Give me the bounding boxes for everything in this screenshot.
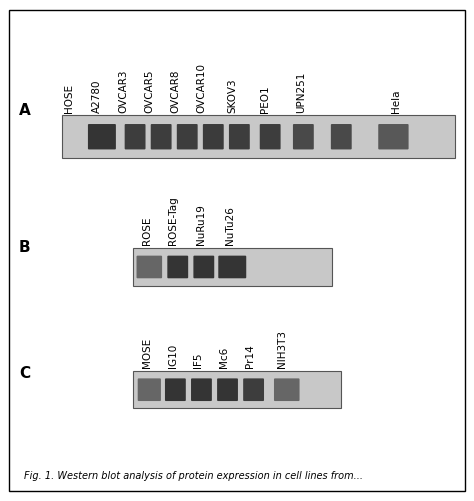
Bar <box>62 115 455 158</box>
FancyBboxPatch shape <box>137 378 161 401</box>
Text: SKOV3: SKOV3 <box>227 78 237 113</box>
Text: ROSE-Tag: ROSE-Tag <box>168 197 178 245</box>
Text: OVCAR3: OVCAR3 <box>118 69 128 113</box>
Text: NuRu19: NuRu19 <box>196 204 207 245</box>
Text: A2780: A2780 <box>92 79 102 113</box>
Bar <box>133 248 332 286</box>
FancyBboxPatch shape <box>293 124 314 149</box>
FancyBboxPatch shape <box>260 124 281 149</box>
Text: NuTu26: NuTu26 <box>225 206 235 245</box>
Text: NIH3T3: NIH3T3 <box>277 330 287 368</box>
Text: HOSE: HOSE <box>64 84 74 113</box>
FancyBboxPatch shape <box>229 124 250 149</box>
FancyBboxPatch shape <box>177 124 198 149</box>
FancyBboxPatch shape <box>137 256 162 279</box>
FancyBboxPatch shape <box>331 124 352 149</box>
FancyBboxPatch shape <box>193 256 214 279</box>
Text: OVCAR8: OVCAR8 <box>170 69 181 113</box>
FancyBboxPatch shape <box>243 378 264 401</box>
Text: Fig. 1. Western blot analysis of protein expression in cell lines from...: Fig. 1. Western blot analysis of protein… <box>24 471 363 481</box>
FancyBboxPatch shape <box>9 10 465 491</box>
FancyBboxPatch shape <box>218 256 246 279</box>
Text: MOSE: MOSE <box>142 338 152 368</box>
FancyBboxPatch shape <box>88 124 116 149</box>
Text: C: C <box>19 366 30 381</box>
FancyBboxPatch shape <box>165 378 186 401</box>
FancyBboxPatch shape <box>274 378 300 401</box>
FancyBboxPatch shape <box>203 124 224 149</box>
Text: Pr14: Pr14 <box>245 345 255 368</box>
Text: Hela: Hela <box>391 89 401 113</box>
Text: UPN251: UPN251 <box>296 71 306 113</box>
FancyBboxPatch shape <box>191 378 212 401</box>
FancyBboxPatch shape <box>125 124 146 149</box>
Text: A: A <box>19 103 31 118</box>
Text: B: B <box>19 240 31 256</box>
FancyBboxPatch shape <box>151 124 172 149</box>
Text: ROSE: ROSE <box>142 217 152 245</box>
FancyBboxPatch shape <box>167 256 188 279</box>
FancyBboxPatch shape <box>378 124 409 149</box>
Text: OVCAR10: OVCAR10 <box>196 63 207 113</box>
Text: PEO1: PEO1 <box>260 85 271 113</box>
Bar <box>133 371 341 408</box>
Text: IF5: IF5 <box>193 353 203 368</box>
Text: IG10: IG10 <box>168 344 178 368</box>
FancyBboxPatch shape <box>217 378 238 401</box>
Text: Mc6: Mc6 <box>219 347 229 368</box>
Text: OVCAR5: OVCAR5 <box>144 69 155 113</box>
